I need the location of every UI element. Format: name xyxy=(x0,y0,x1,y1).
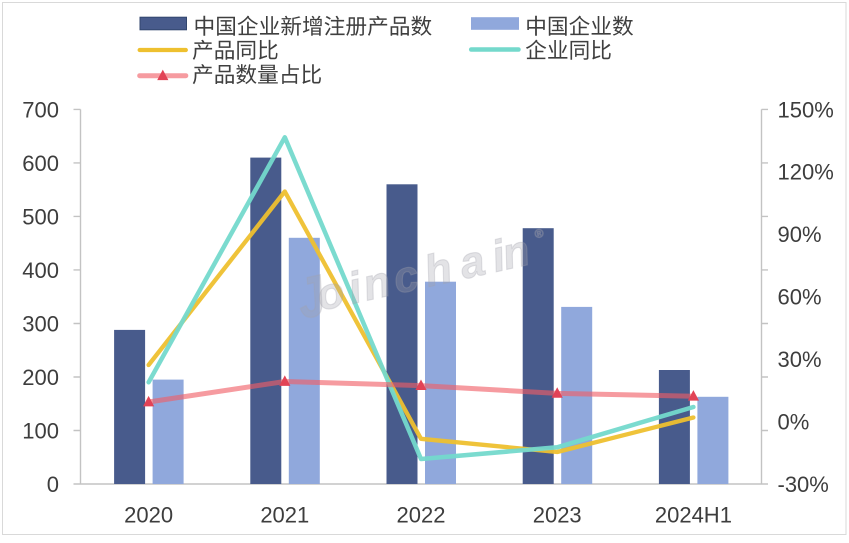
svg-text:600: 600 xyxy=(22,151,59,176)
svg-text:700: 700 xyxy=(22,97,59,122)
svg-text:2020: 2020 xyxy=(124,503,173,528)
svg-text:100: 100 xyxy=(22,418,59,443)
svg-text:90%: 90% xyxy=(778,222,822,247)
svg-text:30%: 30% xyxy=(778,347,822,372)
svg-text:200: 200 xyxy=(22,365,59,390)
svg-text:2021: 2021 xyxy=(260,503,309,528)
svg-text:0%: 0% xyxy=(778,410,810,435)
svg-text:60%: 60% xyxy=(778,285,822,310)
svg-text:2023: 2023 xyxy=(533,503,582,528)
svg-text:150%: 150% xyxy=(778,97,834,122)
svg-text:0: 0 xyxy=(47,472,59,497)
svg-text:400: 400 xyxy=(22,258,59,283)
svg-text:500: 500 xyxy=(22,204,59,229)
svg-text:2022: 2022 xyxy=(397,503,446,528)
svg-text:120%: 120% xyxy=(778,160,834,185)
svg-text:-30%: -30% xyxy=(778,472,829,497)
svg-text:®: ® xyxy=(533,226,545,242)
svg-text:300: 300 xyxy=(22,311,59,336)
svg-text:2024H1: 2024H1 xyxy=(655,503,732,528)
